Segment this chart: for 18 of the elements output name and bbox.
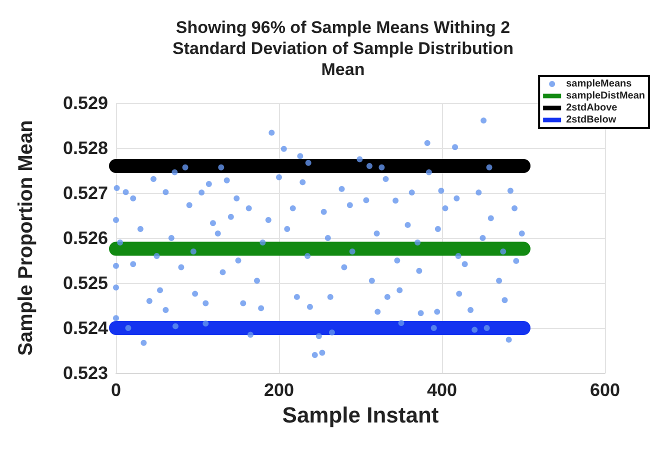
legend-label: 2stdAbove — [566, 102, 618, 114]
y-tick-label: 0.525 — [62, 273, 108, 293]
x-tick-label: 600 — [590, 380, 620, 400]
legend-label: sampleDistMean — [566, 90, 646, 102]
legend-label: 2stdBelow — [566, 114, 616, 126]
y-tick-label: 0.529 — [62, 93, 108, 113]
x-tick-label: 200 — [264, 380, 294, 400]
legend-label: sampleMeans — [566, 78, 632, 90]
y-tick-label: 0.523 — [62, 363, 108, 383]
y-axis-title: Sample Proportion Mean — [15, 120, 37, 356]
x-axis-title: Sample Instant — [282, 402, 440, 428]
y-tick-label: 0.526 — [62, 228, 108, 248]
x-tick-label: 0 — [110, 380, 122, 400]
chart-title: Showing 96% of Sample Means Withing 2 Standard Deviation of Sample Distribution Mean — [172, 18, 514, 79]
y-tick-label: 0.528 — [62, 138, 108, 158]
y-tick-label: 0.524 — [62, 318, 108, 338]
y-tick-label: 0.527 — [62, 183, 108, 203]
x-tick-label: 400 — [426, 380, 458, 400]
